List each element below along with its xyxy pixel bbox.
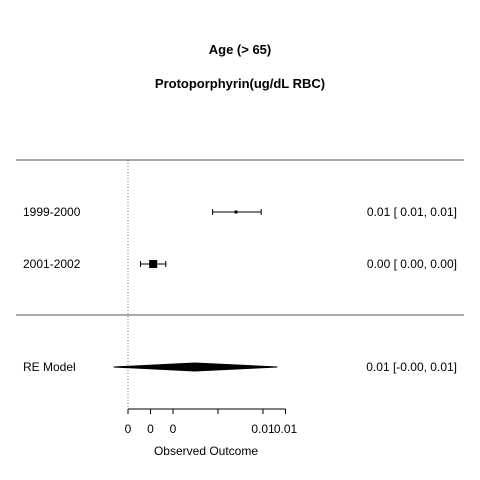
summary-diamond (113, 362, 278, 372)
chart-subtitle: Protoporphyrin(ug/dL RBC) (155, 76, 325, 91)
summary-row: RE Model 0.01 [-0.00, 0.01] (23, 360, 457, 374)
x-tick-label: 0 (147, 422, 154, 436)
summary-label: RE Model (23, 360, 76, 374)
point-estimate-marker (234, 210, 238, 214)
study-label: 2001-2002 (23, 257, 81, 271)
study-estimate-text: 0.01 [ 0.01, 0.01] (367, 205, 457, 219)
x-tick-label: 0.01 (251, 422, 275, 436)
x-axis: 0 0 0 0.01 0.01 (125, 408, 298, 436)
study-rows: 1999-2000 0.01 [ 0.01, 0.01] 2001-2002 0.00… (23, 205, 457, 271)
x-tick-label: 0 (170, 422, 177, 436)
point-estimate-marker (149, 260, 158, 268)
x-tick-label: 0 (125, 422, 132, 436)
study-label: 1999-2000 (23, 205, 81, 219)
study-estimate-text: 0.00 [ 0.00, 0.00] (367, 257, 457, 271)
chart-title: Age (> 65) (209, 42, 272, 57)
x-axis-label: Observed Outcome (154, 444, 258, 458)
summary-estimate-text: 0.01 [-0.00, 0.01] (366, 360, 457, 374)
x-tick-label: 0.01 (274, 422, 298, 436)
